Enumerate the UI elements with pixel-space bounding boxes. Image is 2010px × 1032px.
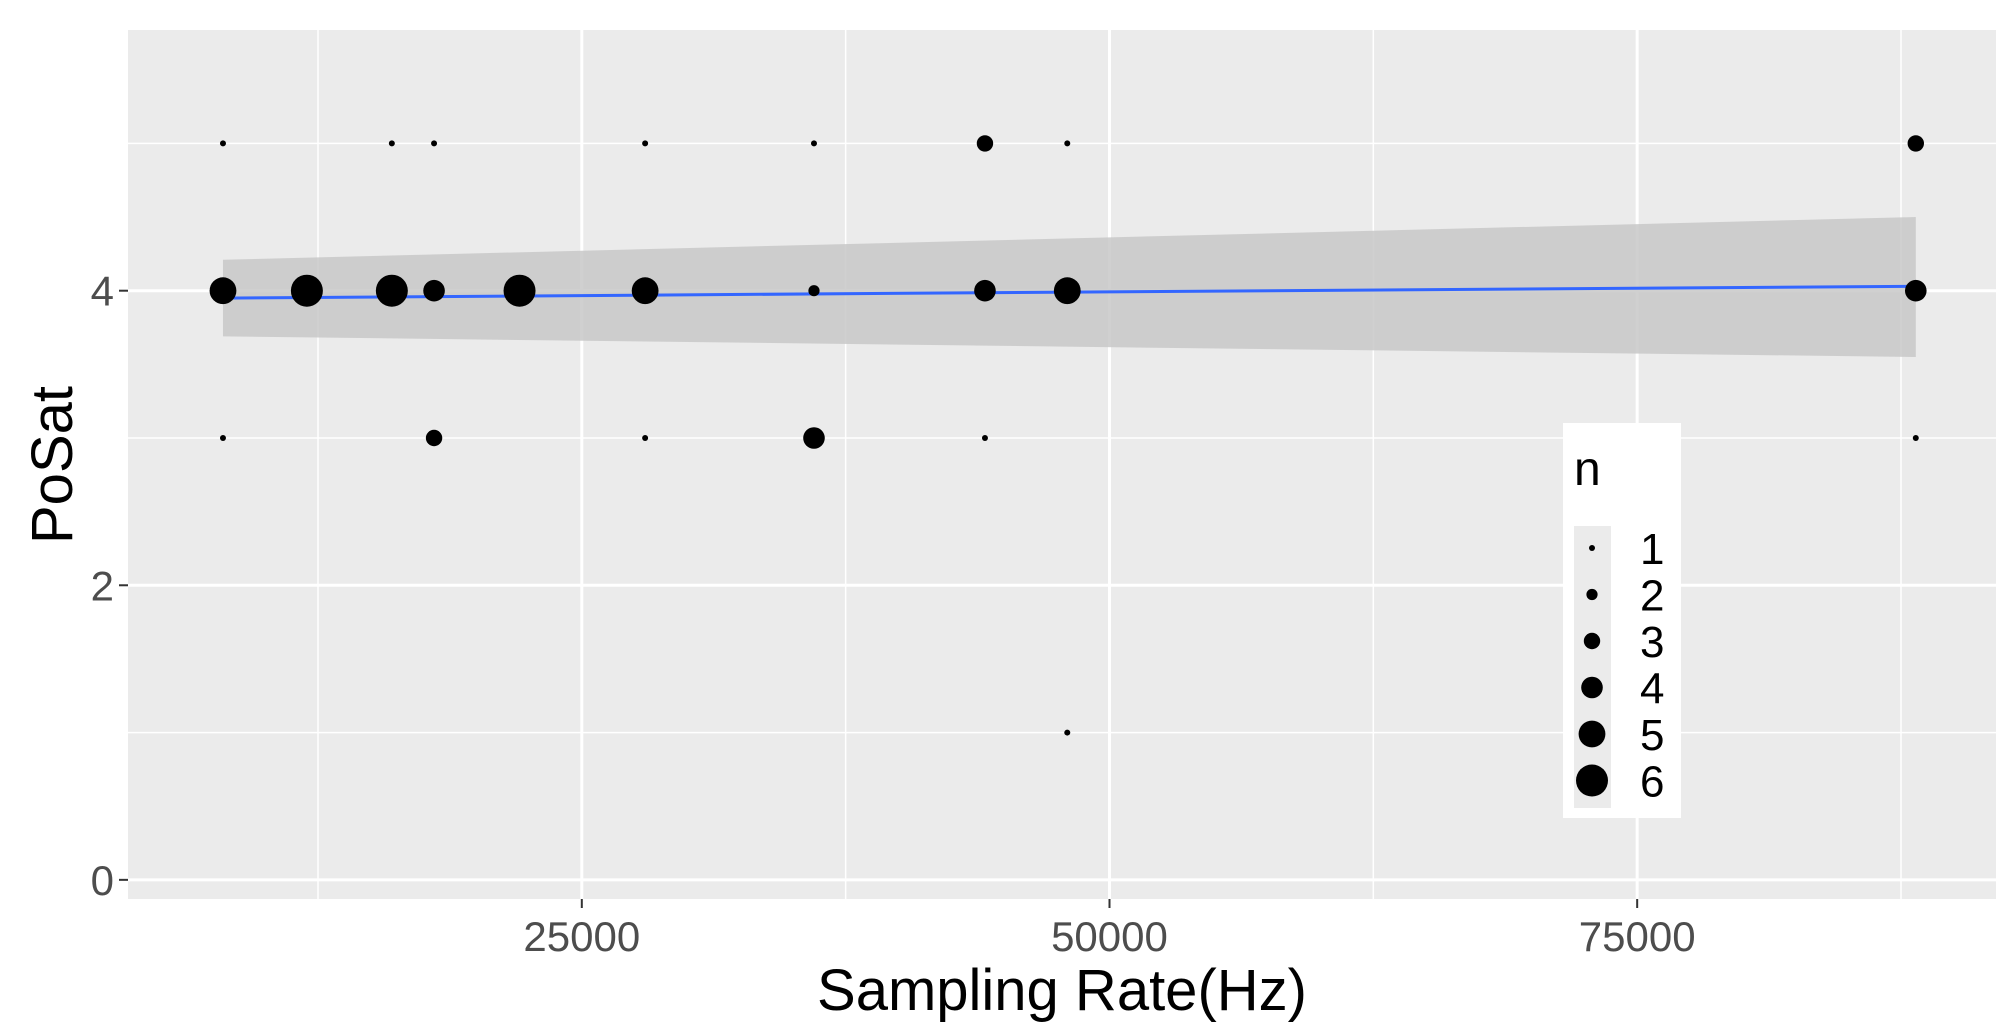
data-point xyxy=(976,135,994,152)
data-point xyxy=(431,140,438,147)
data-point xyxy=(1064,729,1071,736)
y-tick-label: 4 xyxy=(91,268,114,315)
data-point xyxy=(219,140,226,147)
data-point xyxy=(808,285,820,297)
y-axis-ticks: 0 2 4 xyxy=(91,268,128,904)
y-tick-label: 0 xyxy=(91,857,114,904)
data-points xyxy=(209,135,1927,736)
legend-key xyxy=(1576,764,1608,797)
data-point xyxy=(388,140,395,147)
legend-label: 6 xyxy=(1640,758,1664,807)
data-point xyxy=(1904,279,1927,302)
legend-key xyxy=(1586,588,1598,601)
legend-label: 4 xyxy=(1640,665,1664,714)
x-axis-ticks: 25000 50000 75000 xyxy=(523,899,1696,960)
legend-label: 2 xyxy=(1640,572,1664,621)
legend-key xyxy=(1589,545,1595,551)
data-point xyxy=(642,140,649,147)
legend-key xyxy=(1578,720,1606,748)
data-point xyxy=(425,429,443,447)
y-tick-label: 2 xyxy=(91,562,114,609)
data-point xyxy=(219,434,226,441)
legend-key xyxy=(1581,676,1603,699)
data-point xyxy=(1912,434,1919,441)
data-point xyxy=(810,140,817,147)
data-point xyxy=(375,274,408,307)
data-point xyxy=(1064,140,1071,147)
data-point xyxy=(981,434,988,441)
data-point xyxy=(642,434,649,441)
legend-key-background xyxy=(1574,526,1611,808)
data-point xyxy=(503,274,536,307)
data-point xyxy=(290,274,323,307)
legend-title: n xyxy=(1574,443,1601,496)
data-point xyxy=(974,279,996,302)
legend-label: 3 xyxy=(1640,618,1664,667)
x-tick-label: 75000 xyxy=(1579,913,1696,960)
x-axis-title: Sampling Rate(Hz) xyxy=(817,958,1307,1023)
legend-label: 5 xyxy=(1640,711,1664,760)
panel-background xyxy=(128,30,1996,899)
data-point xyxy=(1907,135,1924,152)
data-point xyxy=(631,277,659,305)
data-point xyxy=(423,279,445,302)
y-axis-title: PoSat xyxy=(20,386,85,544)
data-point xyxy=(803,427,825,449)
data-point xyxy=(1053,277,1081,305)
x-tick-label: 25000 xyxy=(523,913,640,960)
data-point xyxy=(209,277,237,305)
legend-label: 1 xyxy=(1640,525,1664,574)
legend-key xyxy=(1583,632,1601,650)
x-tick-label: 50000 xyxy=(1051,913,1168,960)
